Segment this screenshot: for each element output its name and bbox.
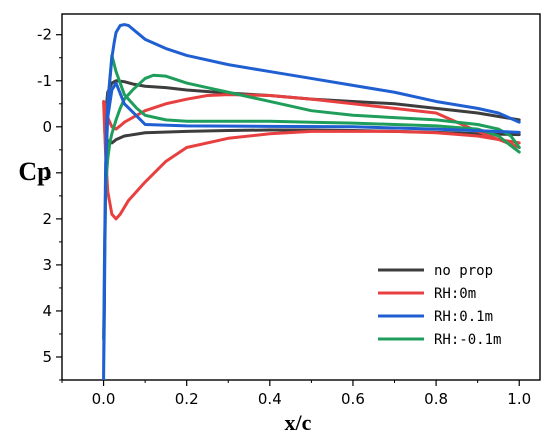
legend-label: RH:0m: [434, 286, 476, 302]
y-tick-label: 2: [42, 210, 52, 228]
legend-label: RH:-0.1m: [434, 332, 501, 348]
x-tick-label: 0.0: [92, 390, 116, 408]
x-tick-label: 0.8: [424, 390, 448, 408]
y-tick-label: 0: [42, 118, 52, 136]
y-tick-label: -1: [37, 72, 52, 90]
legend: no prop RH:0m RH:0.1m RH:-0.1m: [378, 263, 501, 348]
x-axis-title: x/c: [285, 410, 312, 435]
x-tick-label: 0.4: [258, 390, 282, 408]
legend-label: RH:0.1m: [434, 309, 493, 325]
series-line-rh-0-1m: [102, 23, 521, 380]
x-tick-label: 0.6: [341, 390, 365, 408]
y-tick-label: 3: [42, 256, 52, 274]
y-tick-label: 5: [42, 348, 52, 366]
series-line-rh-0m: [102, 93, 521, 221]
legend-label: no prop: [434, 263, 493, 279]
y-tick-label: -2: [37, 26, 52, 44]
series-line-rh-0-1m: [102, 53, 521, 341]
y-tick-label: 4: [42, 302, 52, 320]
y-tick-label: 1: [42, 164, 52, 182]
plot-frame: [61, 13, 541, 381]
x-tick-label: 0.2: [175, 390, 199, 408]
y-axis-title: Cp: [18, 157, 51, 186]
x-tick-label: 1.0: [507, 390, 531, 408]
